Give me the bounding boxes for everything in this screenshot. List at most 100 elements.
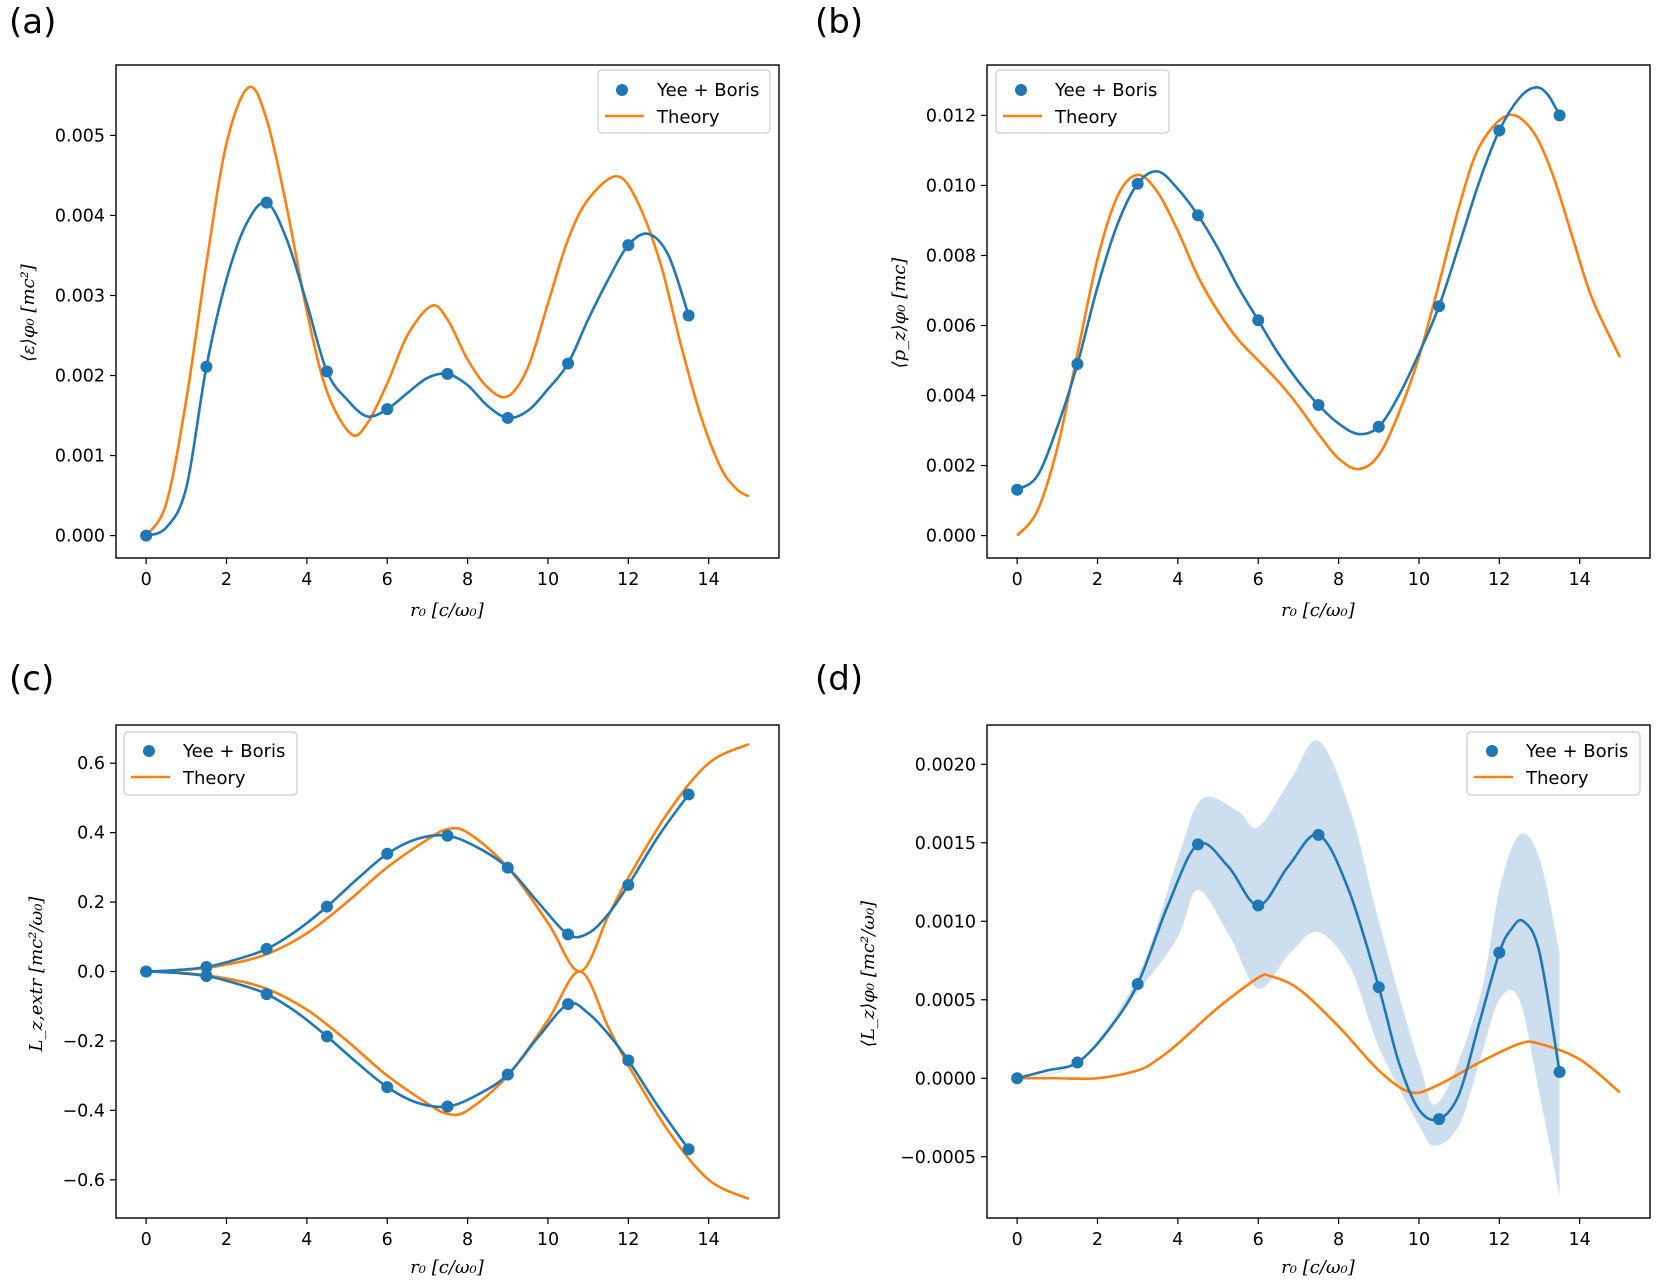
sim-spline-c-0 — [146, 793, 690, 973]
sim-point-a-0-2 — [260, 196, 273, 209]
panel-c-label: (c) — [9, 659, 54, 699]
sim-point-d-0-3 — [1191, 838, 1204, 851]
xtick-label-b-0: 0 — [1012, 570, 1023, 590]
panel-d-xlabel: r₀ [c/ω₀] — [1281, 1257, 1356, 1278]
sim-point-c-1-6 — [501, 1068, 514, 1081]
plot-series-d — [1016, 740, 1621, 1197]
sim-point-a-0-1 — [200, 360, 213, 373]
sim-point-b-0-1 — [1071, 358, 1084, 371]
legend-c-frame — [123, 731, 298, 796]
sim-point-c-1-3 — [320, 1030, 333, 1043]
xtick-label-c-2: 4 — [301, 1230, 312, 1250]
sim-spline-a-0 — [145, 200, 690, 537]
sim-point-b-0-7 — [1433, 300, 1446, 313]
ytick-label-c-0: −0.6 — [63, 1171, 106, 1191]
ytick-label-b-4: 0.008 — [926, 246, 976, 266]
ytick-label-b-0: 0.000 — [926, 527, 976, 547]
sim-point-b-0-5 — [1312, 398, 1325, 411]
sim-point-c-0-1 — [200, 960, 213, 973]
legend-a-sim-marker — [616, 84, 628, 96]
legend-d-frame — [1466, 731, 1641, 796]
ytick-label-d-3: 0.0010 — [915, 912, 976, 932]
sim-spline-b-0 — [1016, 86, 1561, 491]
sim-point-b-0-6 — [1372, 420, 1385, 433]
plot-series-b — [1016, 86, 1622, 537]
axes-frame-b — [986, 64, 1651, 559]
xtick-label-d-7: 14 — [1569, 1230, 1591, 1250]
ytick-label-c-1: −0.4 — [63, 1101, 106, 1121]
legend-c-theory-label: Theory — [182, 768, 246, 789]
xtick-label-c-3: 6 — [382, 1230, 393, 1250]
ytick-label-c-5: 0.4 — [77, 824, 105, 844]
xtick-label-d-1: 2 — [1092, 1230, 1103, 1250]
ytick-label-d-5: 0.0020 — [915, 755, 976, 775]
panel-b-label: (b) — [815, 2, 863, 42]
theory-line-d-1 — [1017, 973, 1621, 1095]
axes-frame-c — [115, 724, 780, 1219]
ytick-label-d-1: 0.0000 — [915, 1069, 976, 1089]
sim-point-d-0-6 — [1372, 981, 1385, 994]
theory-line-b-1 — [1016, 113, 1622, 537]
sim-point-b-0-3 — [1191, 209, 1204, 222]
sim-point-a-0-3 — [320, 365, 333, 378]
sim-point-a-0-4 — [381, 403, 394, 416]
sim-point-c-1-1 — [200, 970, 213, 983]
xtick-label-d-3: 6 — [1253, 1230, 1264, 1250]
legend-b-sim-label: Yee + Boris — [1054, 80, 1157, 101]
sim-point-c-0-2 — [260, 942, 273, 955]
plot-area-d: 0 2 4 6 8 10 12 14 −0.0005 0.0000 0.0005 0.0010 0.00… — [900, 724, 1651, 1250]
sim-point-d-0-4 — [1252, 899, 1265, 912]
sim-point-a-0-0 — [140, 529, 153, 542]
sim-spline-c-1 — [146, 970, 690, 1151]
xtick-label-c-6: 12 — [617, 1230, 639, 1250]
xtick-label-a-2: 4 — [301, 570, 312, 590]
xtick-label-a-3: 6 — [382, 570, 393, 590]
panel-b: (b) 0 2 4 6 8 10 12 14 0.000 0.002 0.004 0.006 0.008… — [815, 2, 1651, 621]
panel-c: (c) 0 2 4 6 8 10 12 14−0.6−0.4−0.20.00.20.40.6 … — [9, 659, 780, 1278]
legend-b: Yee + Boris Theory — [995, 69, 1170, 134]
ytick-label-d-0: −0.0005 — [900, 1148, 976, 1168]
sim-point-c-1-2 — [260, 988, 273, 1001]
legend-d-sim-label: Yee + Boris — [1525, 741, 1628, 762]
xtick-label-a-5: 10 — [537, 570, 559, 590]
theory-line-a-1 — [145, 85, 750, 537]
ytick-label-d-4: 0.0015 — [915, 834, 976, 854]
legend-c-sim-marker — [143, 745, 155, 757]
xtick-label-c-7: 14 — [698, 1230, 720, 1250]
sim-point-b-0-8 — [1493, 124, 1506, 137]
sim-point-c-0-6 — [501, 861, 514, 874]
ytick-label-b-5: 0.010 — [926, 176, 976, 196]
ytick-label-a-3: 0.003 — [55, 286, 105, 306]
xtick-label-a-6: 12 — [617, 570, 639, 590]
panel-a-ylabel: ⟨ε⟩φ₀ [mc²] — [18, 263, 39, 362]
panel-a: (a) 0 2 4 6 8 10 12 14 0.000 0.001 0.002 0.003 0.004… — [9, 2, 780, 621]
panel-b-xlabel: r₀ [c/ω₀] — [1281, 600, 1356, 621]
xtick-label-b-6: 12 — [1488, 570, 1510, 590]
xtick-label-d-5: 10 — [1408, 1230, 1430, 1250]
sim-point-a-0-5 — [441, 367, 454, 380]
uncertainty-band-d — [1017, 740, 1560, 1197]
panel-d-label: (d) — [815, 659, 863, 699]
sim-point-d-0-7 — [1433, 1113, 1446, 1126]
ytick-label-b-2: 0.004 — [926, 387, 976, 407]
xtick-label-d-4: 8 — [1333, 1230, 1344, 1250]
ytick-label-a-5: 0.005 — [55, 126, 105, 146]
xtick-label-a-0: 0 — [141, 570, 152, 590]
sim-point-d-0-0 — [1011, 1072, 1024, 1085]
legend-d-theory-label: Theory — [1525, 768, 1589, 789]
panel-a-label: (a) — [9, 2, 56, 42]
xtick-label-b-3: 6 — [1253, 570, 1264, 590]
xtick-label-a-1: 2 — [221, 570, 232, 590]
xtick-label-c-1: 2 — [221, 1230, 232, 1250]
xtick-label-b-4: 8 — [1333, 570, 1344, 590]
sim-point-d-0-1 — [1071, 1056, 1084, 1069]
legend-c: Yee + Boris Theory — [123, 731, 298, 796]
xtick-label-d-2: 4 — [1172, 1230, 1183, 1250]
sim-point-c-0-7 — [562, 928, 575, 941]
theory-line-c-3 — [146, 970, 750, 1201]
xtick-label-c-5: 10 — [537, 1230, 559, 1250]
panel-d-ylabel: ⟨L_z⟩φ₀ [mc²/ω₀] — [858, 900, 879, 1047]
sim-point-c-1-9 — [682, 1143, 695, 1156]
legend-a: Yee + Boris Theory — [597, 69, 771, 134]
